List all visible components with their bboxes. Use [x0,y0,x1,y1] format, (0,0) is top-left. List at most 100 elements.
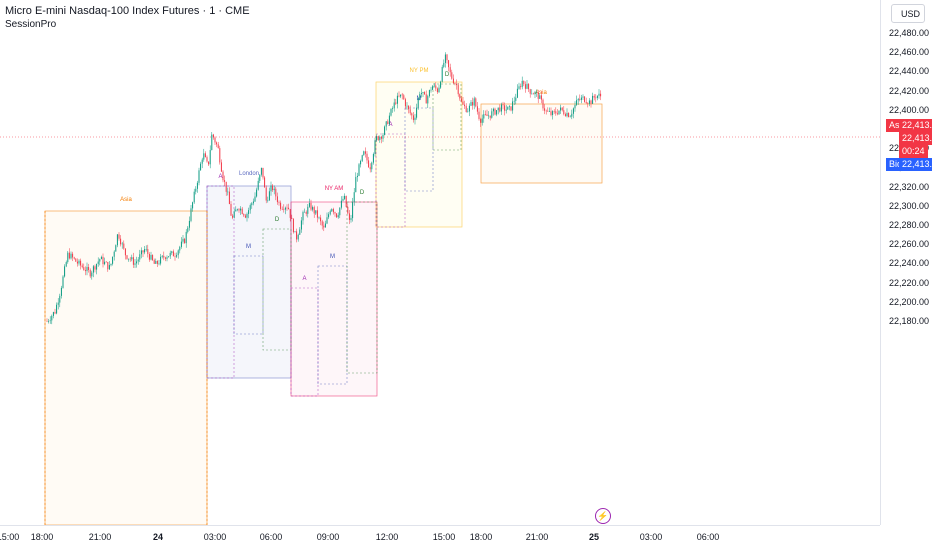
candle-body [217,144,219,149]
candle-body [238,209,240,211]
candle-body [403,95,405,100]
candle-body [486,114,488,116]
candle-body [561,107,563,111]
candle-body [75,258,77,262]
candle-body [412,115,414,121]
time-tick-label: 06:00 [696,532,720,542]
candle-body [179,246,181,251]
candle-body [108,265,110,270]
candle-body [392,108,394,109]
candle-body [278,202,280,203]
candle-body [467,111,469,113]
candle-body [281,208,283,210]
time-tick-label: 03:00 [639,532,663,542]
candle-body [100,256,102,260]
candle-body [577,98,579,101]
candle-body [94,266,96,270]
candle-body [132,257,134,265]
candle-body [592,95,594,104]
candle-body [260,167,262,175]
candle-body [161,255,163,257]
candle-body [206,157,208,162]
candle-body [468,105,470,112]
candle-body [123,243,125,249]
candle-body [544,108,546,111]
currency-selector[interactable] [891,4,925,23]
candle-body [233,211,235,218]
symbol-title[interactable]: Micro E-mini Nasdaq-100 Index Futures · … [5,5,250,17]
time-tick-label: 03:00 [203,532,227,542]
candle-body [49,320,51,322]
candle-body [408,105,410,110]
candle-body [136,261,138,264]
candle-body [398,95,400,97]
candle-body [540,95,542,100]
candle-body [273,188,275,191]
candle-body [96,263,98,270]
candle-body [419,94,421,99]
candle-body [416,107,418,118]
time-tick-label: 09:00 [316,532,340,542]
subsession-box [432,83,462,151]
subsession-label: D [275,217,280,223]
candle-body [144,249,146,253]
price-axis[interactable]: USD 22,480.00 22,460.00 22,440.00 22,420.00… [880,0,932,525]
candle-body [70,253,72,259]
candle-body [172,251,174,257]
candle-body [340,200,342,208]
candle-body [148,253,150,260]
candle-body [347,206,349,214]
currency-label: USD [901,9,921,19]
candle-body [52,312,54,316]
lightning-icon[interactable]: ⚡ [595,508,611,524]
candle-body [534,92,536,95]
candle-body [320,217,322,222]
candle-body [84,270,86,272]
candle-body [428,90,430,97]
candle-body [51,315,53,321]
candle-body [552,111,554,116]
session-box-nypm [375,81,463,228]
candle-body [432,86,434,90]
candle-body [371,162,373,170]
candle-body [390,108,392,116]
price-tick-label: 22,260.00 [888,239,929,250]
candle-body [283,208,285,210]
time-axis[interactable]: 15:00 18:00 21:00 24 03:00 06:00 09:00 12:00 15:… [0,525,880,551]
indicator-name[interactable]: SessionPro [5,19,57,30]
candle-body [435,85,437,89]
candle-body [564,114,566,117]
candle-body [384,126,386,135]
candle-body [465,106,467,112]
countdown-tag: 00:24 [899,145,928,158]
candle-body [254,196,256,202]
candle-body [315,210,317,214]
candle-body [240,208,242,211]
candle-body [147,249,149,254]
candle-body [142,250,144,253]
candle-body [596,95,598,98]
subsession-label: D [445,72,450,78]
session-box-london [206,185,292,379]
candle-body [329,211,331,215]
candle-body [219,148,221,163]
candle-body [115,245,117,252]
chart-area[interactable]: Asia London NY AM NY PM Asia A M D A M D A M D Micro … [0,0,880,525]
price-tick-label: 22,480.00 [888,28,929,38]
candle-body [361,155,363,162]
price-tick-label: 22,240.00 [888,258,929,269]
candle-body [286,207,288,209]
subsession-label: M [330,254,335,260]
candle-body [164,257,166,259]
candle-body [385,121,387,127]
candle-body [502,104,504,106]
price-tick-label: 22,420.00 [888,85,929,96]
candle-body [574,104,576,109]
candle-body [180,241,182,247]
candle-body [380,136,382,139]
candle-body [542,99,544,109]
candle-body [222,171,224,181]
candle-body [297,234,299,240]
session-box-nyam [290,201,378,397]
